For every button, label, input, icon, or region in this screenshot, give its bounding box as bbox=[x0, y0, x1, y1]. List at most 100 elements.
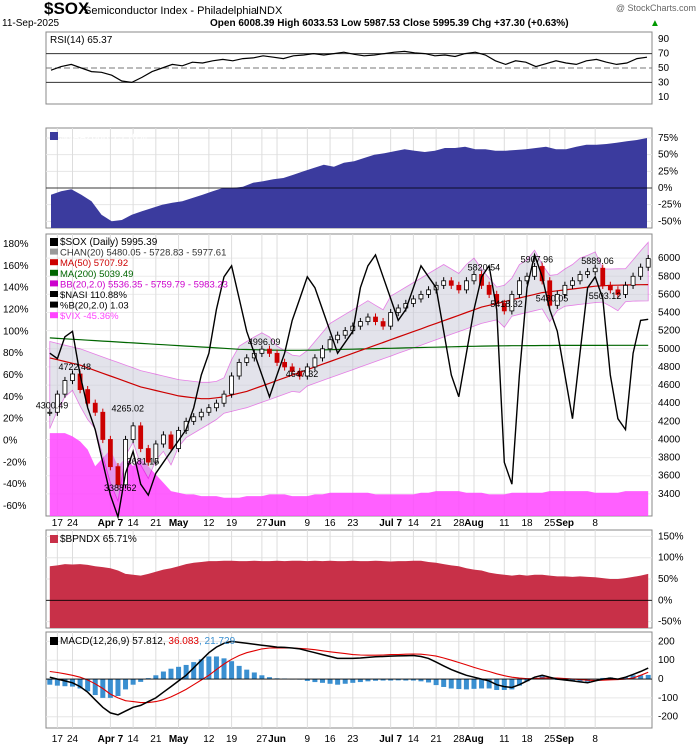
candle-body bbox=[92, 402, 98, 413]
candle-body bbox=[562, 284, 568, 295]
naa200r-area bbox=[51, 138, 647, 228]
macd-histogram-bar bbox=[77, 679, 83, 689]
y-tick-label: 0% bbox=[658, 183, 673, 194]
candle-body bbox=[335, 334, 341, 341]
candle-body bbox=[107, 439, 113, 468]
price-annotation: 5907.96 bbox=[521, 254, 554, 264]
x-tick-label: Jul 7 bbox=[379, 734, 402, 745]
candle-body bbox=[342, 330, 348, 336]
x-tick-label: 8 bbox=[592, 518, 598, 529]
nasi-tick-label: 160% bbox=[3, 261, 29, 272]
x-tick-label: 24 bbox=[67, 734, 79, 745]
x-tick-label: Sep bbox=[556, 518, 574, 529]
x-tick-label: 17 bbox=[52, 734, 64, 745]
candle-body bbox=[320, 348, 325, 359]
macd-histogram-bar bbox=[221, 658, 227, 680]
candle-body bbox=[486, 284, 492, 295]
macd-histogram-bar bbox=[622, 677, 628, 680]
y-tick-label: 50 bbox=[658, 63, 670, 74]
macd-histogram-bar bbox=[304, 679, 310, 681]
candle-body bbox=[539, 266, 545, 282]
x-tick-label: 14 bbox=[128, 734, 140, 745]
x-tick-label: 21 bbox=[150, 518, 162, 529]
macd-histogram-bar bbox=[486, 679, 492, 689]
candle-body bbox=[373, 316, 378, 323]
macd-histogram-bar bbox=[357, 679, 363, 683]
macd-histogram-bar bbox=[153, 675, 159, 680]
bpndx-panel: 150% 100% 50% 0% -50% $BPNDX 65.71% bbox=[45, 529, 684, 629]
nasi-tick-label: -60% bbox=[3, 501, 26, 512]
macd-histogram-bar bbox=[107, 679, 113, 698]
candle-body bbox=[198, 411, 204, 418]
x-tick-label: 27 bbox=[256, 734, 268, 745]
price-annotation: 5820.54 bbox=[468, 262, 501, 272]
macd-histogram-bar bbox=[85, 679, 91, 692]
x-tick-label: 18 bbox=[521, 518, 533, 529]
macd-histogram-bar bbox=[479, 679, 485, 689]
y-tick-label: 0 bbox=[658, 674, 664, 685]
candle-body bbox=[259, 348, 265, 354]
bpndx-label: $BPNDX 65.71% bbox=[60, 534, 137, 545]
y-tick-label: -50% bbox=[658, 617, 681, 628]
macd-panel: 200 100 0 -100 -200 MACD(12,26,9) 57.812, 36.… bbox=[45, 631, 678, 729]
candle-body bbox=[304, 366, 310, 377]
x-tick-label: 17 bbox=[52, 518, 64, 529]
candle-body bbox=[62, 380, 68, 395]
candle-body bbox=[138, 425, 144, 449]
candle-body bbox=[70, 373, 75, 381]
x-tick-label: 18 bbox=[521, 734, 533, 745]
candle-body bbox=[630, 275, 636, 286]
candle-body bbox=[554, 293, 560, 306]
price-annotation: 5503.12 bbox=[589, 291, 622, 301]
candle-body bbox=[297, 371, 303, 377]
price-annotation: 3681.15 bbox=[127, 456, 160, 466]
legend-swatch bbox=[50, 301, 58, 308]
macd-histogram-bar bbox=[160, 671, 166, 680]
legend-swatch bbox=[50, 269, 58, 276]
price-tick-label: 4800 bbox=[658, 362, 681, 373]
macd-histogram-bar bbox=[145, 678, 151, 680]
macd-histogram-bar bbox=[123, 679, 129, 690]
candle-body bbox=[577, 274, 583, 282]
macd-histogram-bar bbox=[441, 679, 447, 687]
candle-body bbox=[570, 280, 575, 286]
price-annotation: 4265.02 bbox=[112, 403, 145, 413]
candle-body bbox=[418, 293, 424, 300]
legend-item: $NASI 110.88% bbox=[60, 290, 127, 301]
y-tick-label: 10 bbox=[658, 92, 670, 103]
macd-histogram-bar bbox=[92, 679, 98, 696]
x-tick-label: Jun bbox=[268, 518, 286, 529]
x-tick-label: 21 bbox=[431, 734, 443, 745]
legend-swatch bbox=[50, 637, 58, 645]
index-name: Semiconductor Index - Philadelphia bbox=[84, 5, 258, 17]
price-annotation: 4300.49 bbox=[36, 400, 69, 410]
quote-date: 11-Sep-2025 bbox=[2, 18, 60, 29]
y-tick-label: -25% bbox=[658, 200, 681, 211]
candle-body bbox=[221, 393, 227, 404]
macd-histogram-bar bbox=[335, 679, 341, 685]
legend-swatch bbox=[50, 291, 58, 297]
candle-body bbox=[441, 280, 447, 286]
macd-histogram-bar bbox=[463, 679, 469, 690]
price-tick-label: 5200 bbox=[658, 326, 681, 337]
watermark: @ StockCharts.com bbox=[616, 3, 696, 13]
candle-body bbox=[161, 434, 166, 445]
legend-swatch bbox=[50, 535, 58, 543]
macd-histogram-bar bbox=[168, 668, 174, 680]
y-tick-label: 100% bbox=[658, 553, 684, 564]
candle-body bbox=[206, 407, 212, 413]
price-tick-label: 4200 bbox=[658, 416, 681, 427]
candle-body bbox=[54, 393, 60, 413]
y-tick-label: 30 bbox=[658, 77, 670, 88]
candle-body bbox=[236, 361, 242, 377]
price-tick-label: 5800 bbox=[658, 271, 681, 282]
y-tick-label: 50% bbox=[658, 150, 678, 161]
x-tick-label: Sep bbox=[556, 734, 574, 745]
legend-item: MA(200) 5039.49 bbox=[60, 269, 133, 280]
macd-histogram-bar bbox=[244, 669, 250, 680]
macd-histogram-bar bbox=[410, 679, 416, 681]
candle-body bbox=[145, 448, 151, 463]
price-tick-label: 3600 bbox=[658, 471, 681, 482]
candle-body bbox=[501, 303, 507, 312]
x-tick-label: 12 bbox=[203, 518, 215, 529]
